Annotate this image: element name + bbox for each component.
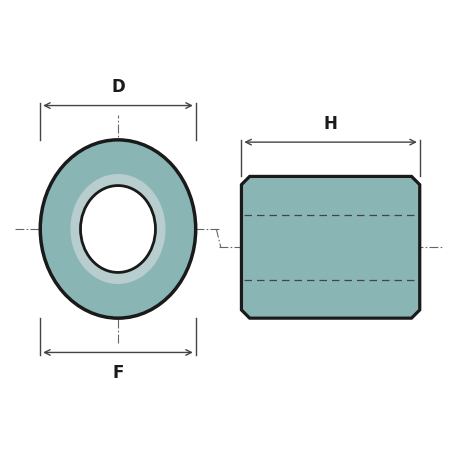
Ellipse shape <box>80 186 155 273</box>
Text: F: F <box>112 363 123 381</box>
Text: H: H <box>323 115 337 133</box>
Text: D: D <box>111 78 124 96</box>
Ellipse shape <box>40 140 195 319</box>
Ellipse shape <box>71 175 164 284</box>
PathPatch shape <box>241 177 419 319</box>
